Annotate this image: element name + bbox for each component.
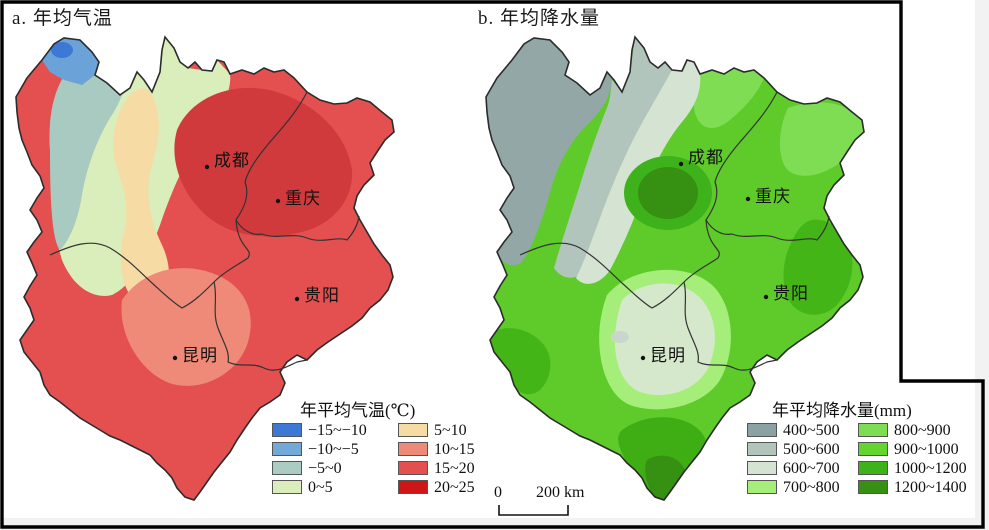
- legend-swatch: [858, 442, 888, 456]
- legend-swatch: [747, 480, 777, 494]
- kunming-dot: [172, 355, 178, 361]
- city-label-kunming: 昆明: [182, 346, 218, 365]
- legend-label: 5~10: [434, 422, 467, 439]
- legend-label: −10~−5: [308, 441, 359, 458]
- chongqing-dot: [275, 198, 281, 204]
- city-label-chongqing: 重庆: [755, 187, 791, 206]
- scale-bar-bracket: [498, 505, 569, 516]
- legend-label: 1000~1200: [894, 460, 967, 477]
- chongqing-dot: [745, 196, 751, 202]
- city-label-chongqing: 重庆: [285, 189, 321, 208]
- legend-label: 400~500: [783, 422, 840, 439]
- city-label-guiyang: 贵阳: [773, 284, 809, 303]
- legend-swatch: [398, 423, 428, 437]
- legend-label: 800~900: [894, 422, 951, 439]
- legend-label: −5~0: [308, 460, 342, 477]
- guiyang-dot: [763, 294, 769, 300]
- legend-label: −15~−10: [308, 422, 367, 439]
- legend-swatch: [272, 423, 302, 437]
- legend-swatch: [747, 423, 777, 437]
- legend-label: 20~25: [434, 479, 475, 496]
- legend-swatch: [858, 461, 888, 475]
- legend-swatch: [858, 423, 888, 437]
- temperature-legend-title: 年平均气温(℃): [300, 401, 416, 420]
- legend-swatch: [398, 442, 428, 456]
- city-label-chengdu: 成都: [214, 151, 250, 170]
- scale-bar: 0 200 km: [488, 484, 618, 520]
- legend-label: 1200~1400: [894, 479, 967, 496]
- legend-label: 500~600: [783, 441, 840, 458]
- legend-swatch: [272, 461, 302, 475]
- city-label-kunming: 昆明: [650, 346, 686, 365]
- chengdu-dot: [678, 161, 684, 167]
- guiyang-dot: [294, 296, 300, 302]
- legend-label: 700~800: [783, 479, 840, 496]
- city-label-guiyang: 贵阳: [304, 286, 340, 305]
- legend-swatch: [398, 480, 428, 494]
- legend-label: 900~1000: [894, 441, 959, 458]
- viewer-margin-right: [975, 0, 989, 530]
- legend-swatch: [858, 480, 888, 494]
- legend-label: 10~15: [434, 441, 475, 458]
- chengdu-dot: [204, 164, 210, 170]
- legend-swatch: [398, 461, 428, 475]
- legend-label: 0~5: [308, 479, 333, 496]
- legend-swatch: [272, 442, 302, 456]
- legend-label: 600~700: [783, 460, 840, 477]
- legend-swatch: [272, 480, 302, 494]
- legend-swatch: [747, 442, 777, 456]
- precipitation-legend-title: 年平均降水量(mm): [772, 401, 912, 420]
- legend-label: 15~20: [434, 460, 475, 477]
- kunming-dot: [640, 355, 646, 361]
- city-label-chengdu: 成都: [688, 148, 724, 167]
- legend-swatch: [747, 461, 777, 475]
